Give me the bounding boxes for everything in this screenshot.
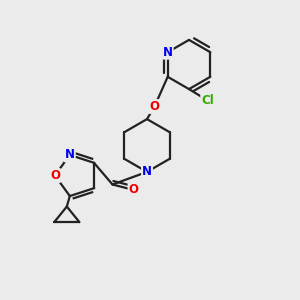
- Text: N: N: [65, 148, 75, 161]
- Text: O: O: [128, 183, 139, 196]
- Text: Cl: Cl: [201, 94, 214, 107]
- Text: N: N: [163, 46, 173, 59]
- Text: O: O: [149, 100, 160, 113]
- Text: N: N: [142, 165, 152, 178]
- Text: O: O: [50, 169, 60, 182]
